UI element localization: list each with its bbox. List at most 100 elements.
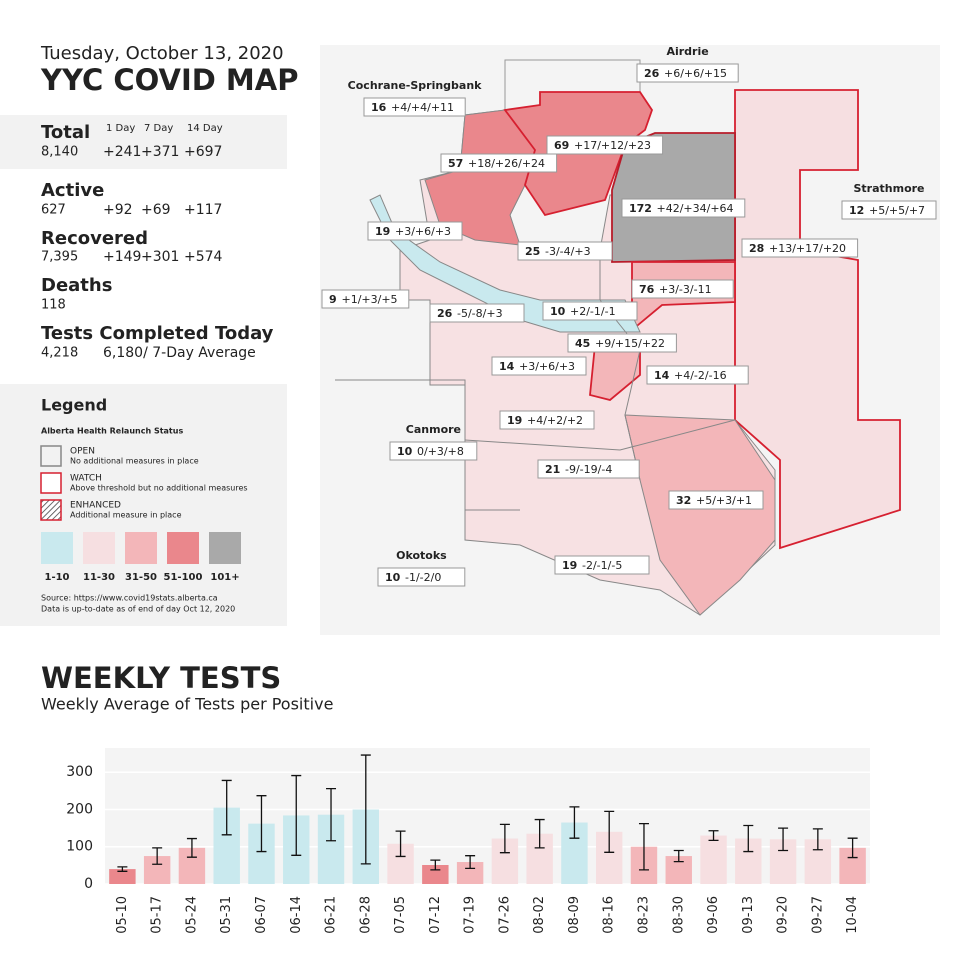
district-count: 19	[375, 225, 390, 238]
stat-label: Total	[41, 122, 90, 143]
error-bar	[291, 774, 302, 856]
error-bar	[221, 779, 232, 836]
error-bar	[499, 823, 510, 854]
stat-change: +92	[103, 202, 133, 218]
district-count: 32	[676, 494, 691, 507]
status-label: OPEN	[70, 447, 95, 457]
x-tick-label: 06-07	[254, 896, 269, 934]
label-box	[321, 289, 410, 309]
stat-value: 7,395	[41, 250, 78, 265]
district-change: +1/+3/+5	[342, 293, 398, 306]
district-change: -9/-19/-4	[565, 463, 612, 476]
district-count: 12	[849, 204, 864, 217]
label-box	[646, 365, 749, 385]
label-box	[389, 441, 478, 461]
column-header: 14 Day	[187, 123, 223, 134]
status-description: Above threshold but no additional measur…	[70, 484, 248, 493]
error-bar	[256, 795, 267, 853]
status-label: ENHANCED	[70, 501, 121, 511]
error-bar	[847, 837, 858, 859]
column-header: 7 Day	[144, 123, 173, 134]
color-swatch	[125, 532, 157, 564]
district-count: 10	[550, 305, 566, 318]
district	[624, 414, 776, 616]
stat-change: +241	[103, 144, 141, 160]
district-change: +42/+34/+64	[657, 202, 734, 215]
district-change: +4/+2/+2	[527, 414, 583, 427]
status-swatch	[40, 472, 62, 494]
district-change: +3/-3/-11	[659, 283, 712, 296]
error-bar	[778, 827, 789, 852]
district-change: -2/-1/-5	[582, 559, 622, 572]
total-row-bg	[0, 115, 287, 169]
swatch-label: 11-30	[83, 572, 115, 583]
stat-change: +149	[103, 249, 141, 265]
legend-title: Legend	[41, 396, 107, 415]
status-swatch	[40, 499, 62, 521]
district-change: +6/+6/+15	[664, 67, 727, 80]
error-bar	[117, 866, 128, 872]
status-description: Additional measure in place	[70, 511, 182, 520]
x-tick-label: 09-20	[776, 896, 791, 934]
label-box	[841, 200, 937, 220]
label-box	[499, 410, 595, 430]
status-label: WATCH	[70, 474, 102, 484]
district-count: 21	[545, 463, 560, 476]
bar	[109, 869, 136, 884]
district-name: Okotoks	[396, 549, 447, 562]
error-bar	[569, 806, 580, 839]
legend-subtitle: Alberta Health Relaunch Status	[41, 427, 183, 436]
stat-change: +371	[141, 144, 179, 160]
district-count: 10	[397, 445, 413, 458]
error-bar	[186, 837, 197, 858]
district-change: +3/+6/+3	[519, 360, 575, 373]
error-bar	[152, 847, 163, 865]
district-count: 10	[385, 571, 401, 584]
district-change: -1/-2/0	[405, 571, 441, 584]
district-border	[464, 419, 736, 451]
label-box	[363, 97, 466, 117]
district-count: 19	[562, 559, 577, 572]
district-count: 26	[437, 307, 453, 320]
x-tick-label: 09-06	[706, 896, 721, 934]
district-change: +13/+17/+20	[769, 242, 846, 255]
y-tick-label: 0	[84, 876, 93, 892]
label-box	[567, 333, 677, 353]
district-count: 69	[554, 139, 569, 152]
x-tick-label: 05-31	[219, 896, 234, 934]
source: Source: https://www.covid19stats.alberta…	[41, 594, 218, 603]
x-tick-label: 08-02	[532, 896, 547, 934]
district-change: -5/-8/+3	[457, 307, 503, 320]
label-box	[621, 198, 746, 218]
label-box	[546, 135, 664, 155]
color-swatch	[41, 532, 73, 564]
district-count: 19	[507, 414, 522, 427]
source: Data is up-to-date as of end of day Oct …	[41, 605, 235, 614]
district-change: +5/+3/+1	[696, 494, 752, 507]
column-header: 1 Day	[106, 123, 135, 134]
swatch-label: 51-100	[164, 572, 203, 583]
label-box	[429, 303, 525, 323]
label-box	[542, 301, 638, 321]
stat-label: Tests Completed Today	[41, 323, 274, 344]
stat-change: +301	[141, 249, 179, 265]
error-bar	[430, 859, 441, 871]
x-tick-label: 06-21	[324, 896, 339, 934]
title: YYC COVID MAP	[40, 63, 298, 97]
district-count: 57	[448, 157, 463, 170]
stat-value: 4,218	[41, 346, 78, 361]
x-tick-label: 10-04	[845, 896, 860, 934]
x-tick-label: 05-10	[115, 896, 130, 934]
x-tick-label: 07-12	[428, 896, 443, 934]
district-name: Canmore	[406, 423, 461, 436]
x-tick-label: 09-13	[741, 896, 756, 934]
district-count: 9	[329, 293, 337, 306]
stat-change: +69	[141, 202, 171, 218]
district-change: -3/-4/+3	[545, 245, 591, 258]
error-bar	[812, 828, 823, 851]
date: Tuesday, October 13, 2020	[40, 43, 284, 64]
x-tick-label: 09-27	[810, 896, 825, 934]
x-tick-label: 07-19	[463, 896, 478, 934]
label-box	[631, 279, 734, 299]
